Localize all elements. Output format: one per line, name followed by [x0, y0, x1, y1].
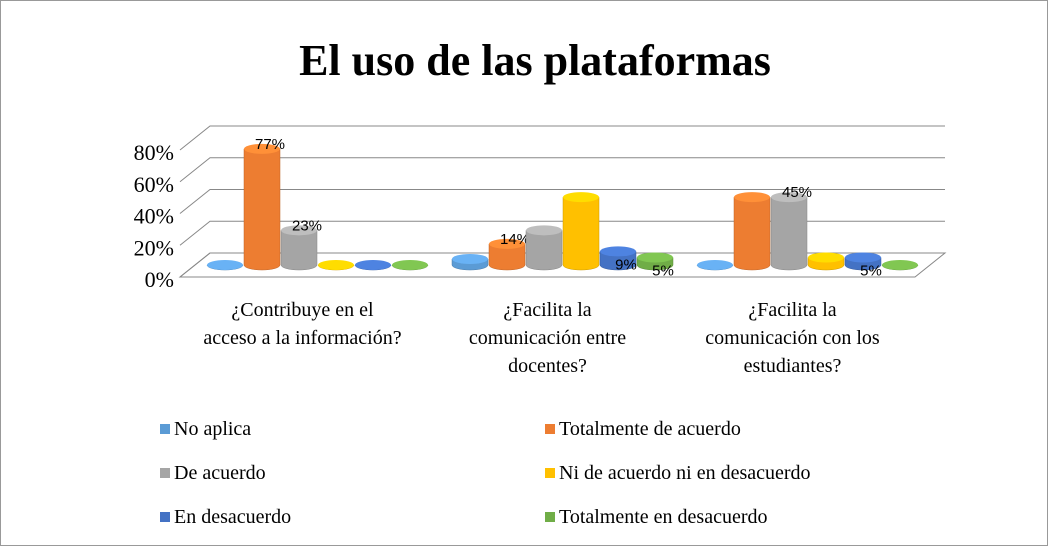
legend-item: No aplica	[160, 418, 251, 441]
bar-top	[734, 192, 770, 203]
grid-line	[179, 220, 945, 246]
chart-title: El uso de las plataformas	[299, 36, 771, 85]
bar-top	[489, 238, 525, 249]
grid-line	[179, 252, 945, 278]
legend-swatch	[545, 424, 555, 434]
bar-top	[207, 260, 243, 270]
data-label: 5%	[860, 262, 882, 279]
data-label: 14%	[500, 231, 530, 248]
legend-swatch	[160, 512, 170, 522]
bar-top	[882, 260, 918, 270]
legend-item: Totalmente de acuerdo	[545, 418, 741, 441]
x-tick-label: ¿Facilita la comunicación entre docentes…	[468, 299, 627, 377]
legend-swatch	[160, 468, 170, 478]
bar-top	[600, 246, 636, 257]
data-label: 5%	[652, 262, 674, 279]
bar	[525, 230, 563, 271]
bar	[488, 243, 526, 271]
bar-top	[771, 192, 807, 203]
y-tick-label: 20%	[134, 235, 174, 260]
legend-label: Totalmente en desacuerdo	[559, 506, 768, 528]
legend-item: De acuerdo	[160, 462, 266, 485]
bar-top	[526, 225, 562, 236]
legend-swatch	[545, 512, 555, 522]
x-tick-label: ¿Facilita la comunicación con los estudi…	[705, 299, 880, 377]
y-tick-label: 80%	[134, 140, 174, 165]
data-label: 45%	[782, 184, 812, 201]
y-tick-label: 60%	[134, 172, 174, 197]
bar	[599, 251, 637, 271]
legend-label: En desacuerdo	[174, 506, 292, 528]
grid-line	[179, 189, 945, 214]
legend-label: Ni de acuerdo ni en desacuerdo	[559, 462, 811, 484]
bar-top	[318, 260, 354, 270]
legend-swatch	[545, 468, 555, 478]
grid-line	[179, 125, 945, 151]
legend-item: Ni de acuerdo ni en desacuerdo	[545, 462, 811, 485]
bar-top	[244, 143, 280, 154]
bar-top	[355, 260, 391, 270]
bar-top	[845, 252, 881, 263]
bar-top	[637, 252, 673, 263]
legend-swatch	[160, 424, 170, 434]
grid-line	[179, 157, 945, 183]
data-label: 77%	[255, 136, 285, 153]
data-label: 9%	[615, 256, 637, 273]
legend-item: Totalmente en desacuerdo	[545, 506, 768, 529]
legend-label: Totalmente de acuerdo	[559, 418, 741, 440]
bar	[770, 196, 808, 271]
bar-top	[697, 260, 733, 270]
legend-label: De acuerdo	[174, 462, 266, 484]
bar	[280, 230, 318, 271]
y-tick-label: 40%	[134, 204, 174, 229]
y-tick-label: 0%	[145, 267, 174, 292]
legend-label: No aplica	[174, 418, 252, 440]
x-tick-label: ¿Contribuye en el acceso a la informació…	[203, 299, 402, 349]
data-label: 23%	[292, 217, 322, 234]
bar	[733, 196, 771, 271]
bar	[243, 148, 281, 271]
legend-item: En desacuerdo	[160, 506, 291, 529]
bar-top	[392, 260, 428, 270]
bar-top	[452, 253, 488, 264]
bar-top	[281, 225, 317, 236]
bar-top	[808, 252, 844, 263]
bar	[562, 196, 600, 271]
bar-top	[563, 192, 599, 203]
